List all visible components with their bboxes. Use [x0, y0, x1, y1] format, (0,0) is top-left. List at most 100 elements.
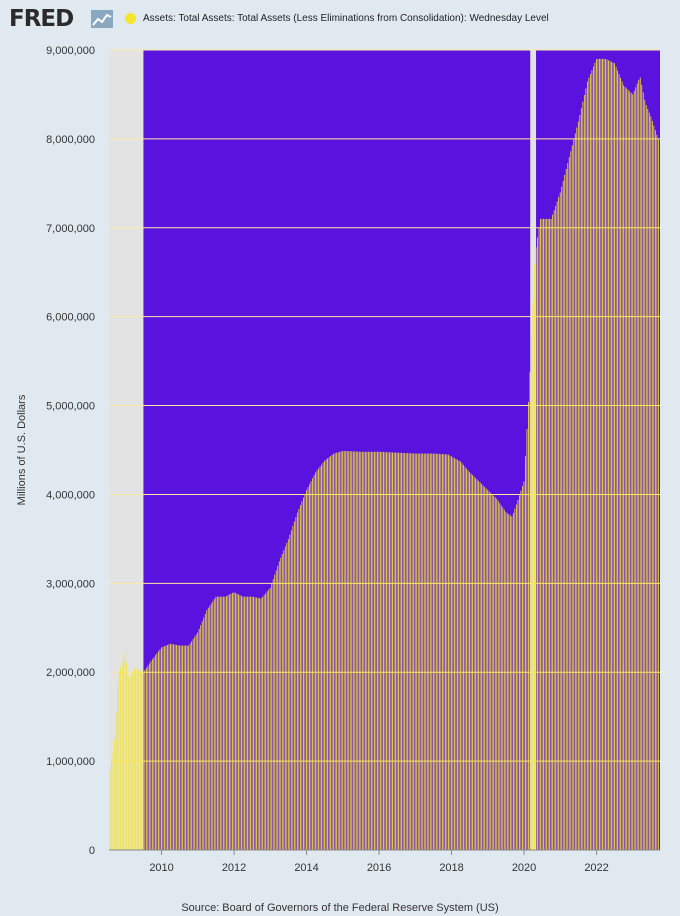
- bar: [192, 639, 194, 850]
- x-tick-label: 2012: [222, 862, 246, 874]
- bar: [278, 561, 280, 850]
- bar: [650, 116, 652, 851]
- bar: [222, 596, 224, 850]
- bar: [644, 99, 646, 851]
- bar: [336, 452, 338, 850]
- bar: [296, 512, 298, 850]
- bar: [398, 452, 399, 850]
- bar: [370, 451, 372, 850]
- bar: [277, 565, 279, 850]
- bar: [182, 645, 184, 850]
- bar: [360, 451, 362, 850]
- bar: [310, 481, 312, 850]
- bar: [534, 264, 535, 851]
- bar: [318, 468, 319, 850]
- bar: [473, 476, 475, 850]
- bar: [266, 591, 268, 850]
- bar: [186, 645, 188, 850]
- bar: [547, 218, 549, 850]
- recession-shade: [109, 50, 144, 850]
- bar: [309, 484, 310, 850]
- bar: [164, 646, 165, 850]
- bar: [198, 628, 200, 850]
- bar: [242, 596, 244, 850]
- bar: [210, 603, 212, 850]
- y-tick-label: 0: [89, 845, 95, 857]
- bar: [642, 92, 644, 851]
- bar: [632, 94, 634, 850]
- y-tick-label: 2,000,000: [46, 667, 95, 679]
- bar: [494, 497, 496, 850]
- bar: [195, 634, 197, 850]
- bar: [525, 456, 526, 850]
- bar: [299, 505, 301, 850]
- bar: [586, 81, 588, 850]
- bar: [380, 451, 381, 850]
- bar: [301, 501, 303, 850]
- bar: [348, 451, 350, 850]
- y-tick-label: 9,000,000: [46, 45, 95, 57]
- bar: [171, 644, 173, 850]
- bar: [111, 760, 113, 850]
- bar: [275, 570, 277, 850]
- bar: [114, 740, 116, 850]
- bar: [331, 454, 333, 850]
- bar: [367, 451, 369, 850]
- bar: [535, 247, 537, 851]
- bar: [139, 670, 141, 850]
- bar: [256, 597, 258, 850]
- bar: [517, 500, 519, 850]
- bar: [386, 452, 387, 850]
- bar: [342, 450, 344, 850]
- bar: [197, 632, 199, 850]
- bar: [523, 481, 525, 850]
- bar: [602, 58, 603, 850]
- bar: [203, 617, 205, 850]
- bar: [605, 58, 606, 850]
- bar: [580, 108, 582, 851]
- bar: [180, 645, 182, 850]
- bar: [185, 645, 187, 850]
- bar: [354, 451, 356, 850]
- bar: [496, 498, 498, 850]
- bar: [272, 579, 274, 850]
- bar: [423, 453, 425, 850]
- bar: [384, 452, 386, 850]
- bar: [419, 453, 421, 850]
- bar: [438, 453, 440, 850]
- bar: [452, 457, 454, 850]
- bar: [410, 453, 412, 850]
- bar: [144, 670, 146, 850]
- bar: [312, 478, 313, 850]
- bar: [212, 601, 214, 850]
- bar: [179, 645, 180, 850]
- bar: [209, 605, 211, 850]
- bar: [449, 455, 451, 850]
- bar: [443, 454, 445, 850]
- bar: [597, 58, 599, 850]
- bar: [147, 665, 149, 850]
- y-tick-label: 8,000,000: [46, 134, 95, 146]
- legend-label[interactable]: Assets: Total Assets: Total Assets (Less…: [143, 13, 549, 24]
- bar: [653, 125, 655, 851]
- bar: [594, 62, 596, 850]
- bar: [141, 671, 143, 850]
- bar: [268, 589, 270, 850]
- bar: [491, 494, 493, 850]
- bar: [540, 218, 541, 850]
- bar: [599, 58, 600, 850]
- bar: [623, 85, 625, 850]
- bar: [515, 504, 517, 850]
- y-axis-label: Millions of U.S. Dollars: [16, 394, 28, 506]
- bar: [304, 494, 306, 850]
- bar: [298, 508, 300, 850]
- bar: [461, 463, 463, 850]
- fred-logo[interactable]: FRED: [9, 6, 74, 32]
- bar: [502, 507, 504, 850]
- bar: [647, 108, 649, 851]
- y-tick-label: 6,000,000: [46, 312, 95, 324]
- bar: [230, 593, 232, 850]
- bar: [295, 517, 297, 850]
- bar: [372, 451, 374, 850]
- bar: [408, 453, 410, 850]
